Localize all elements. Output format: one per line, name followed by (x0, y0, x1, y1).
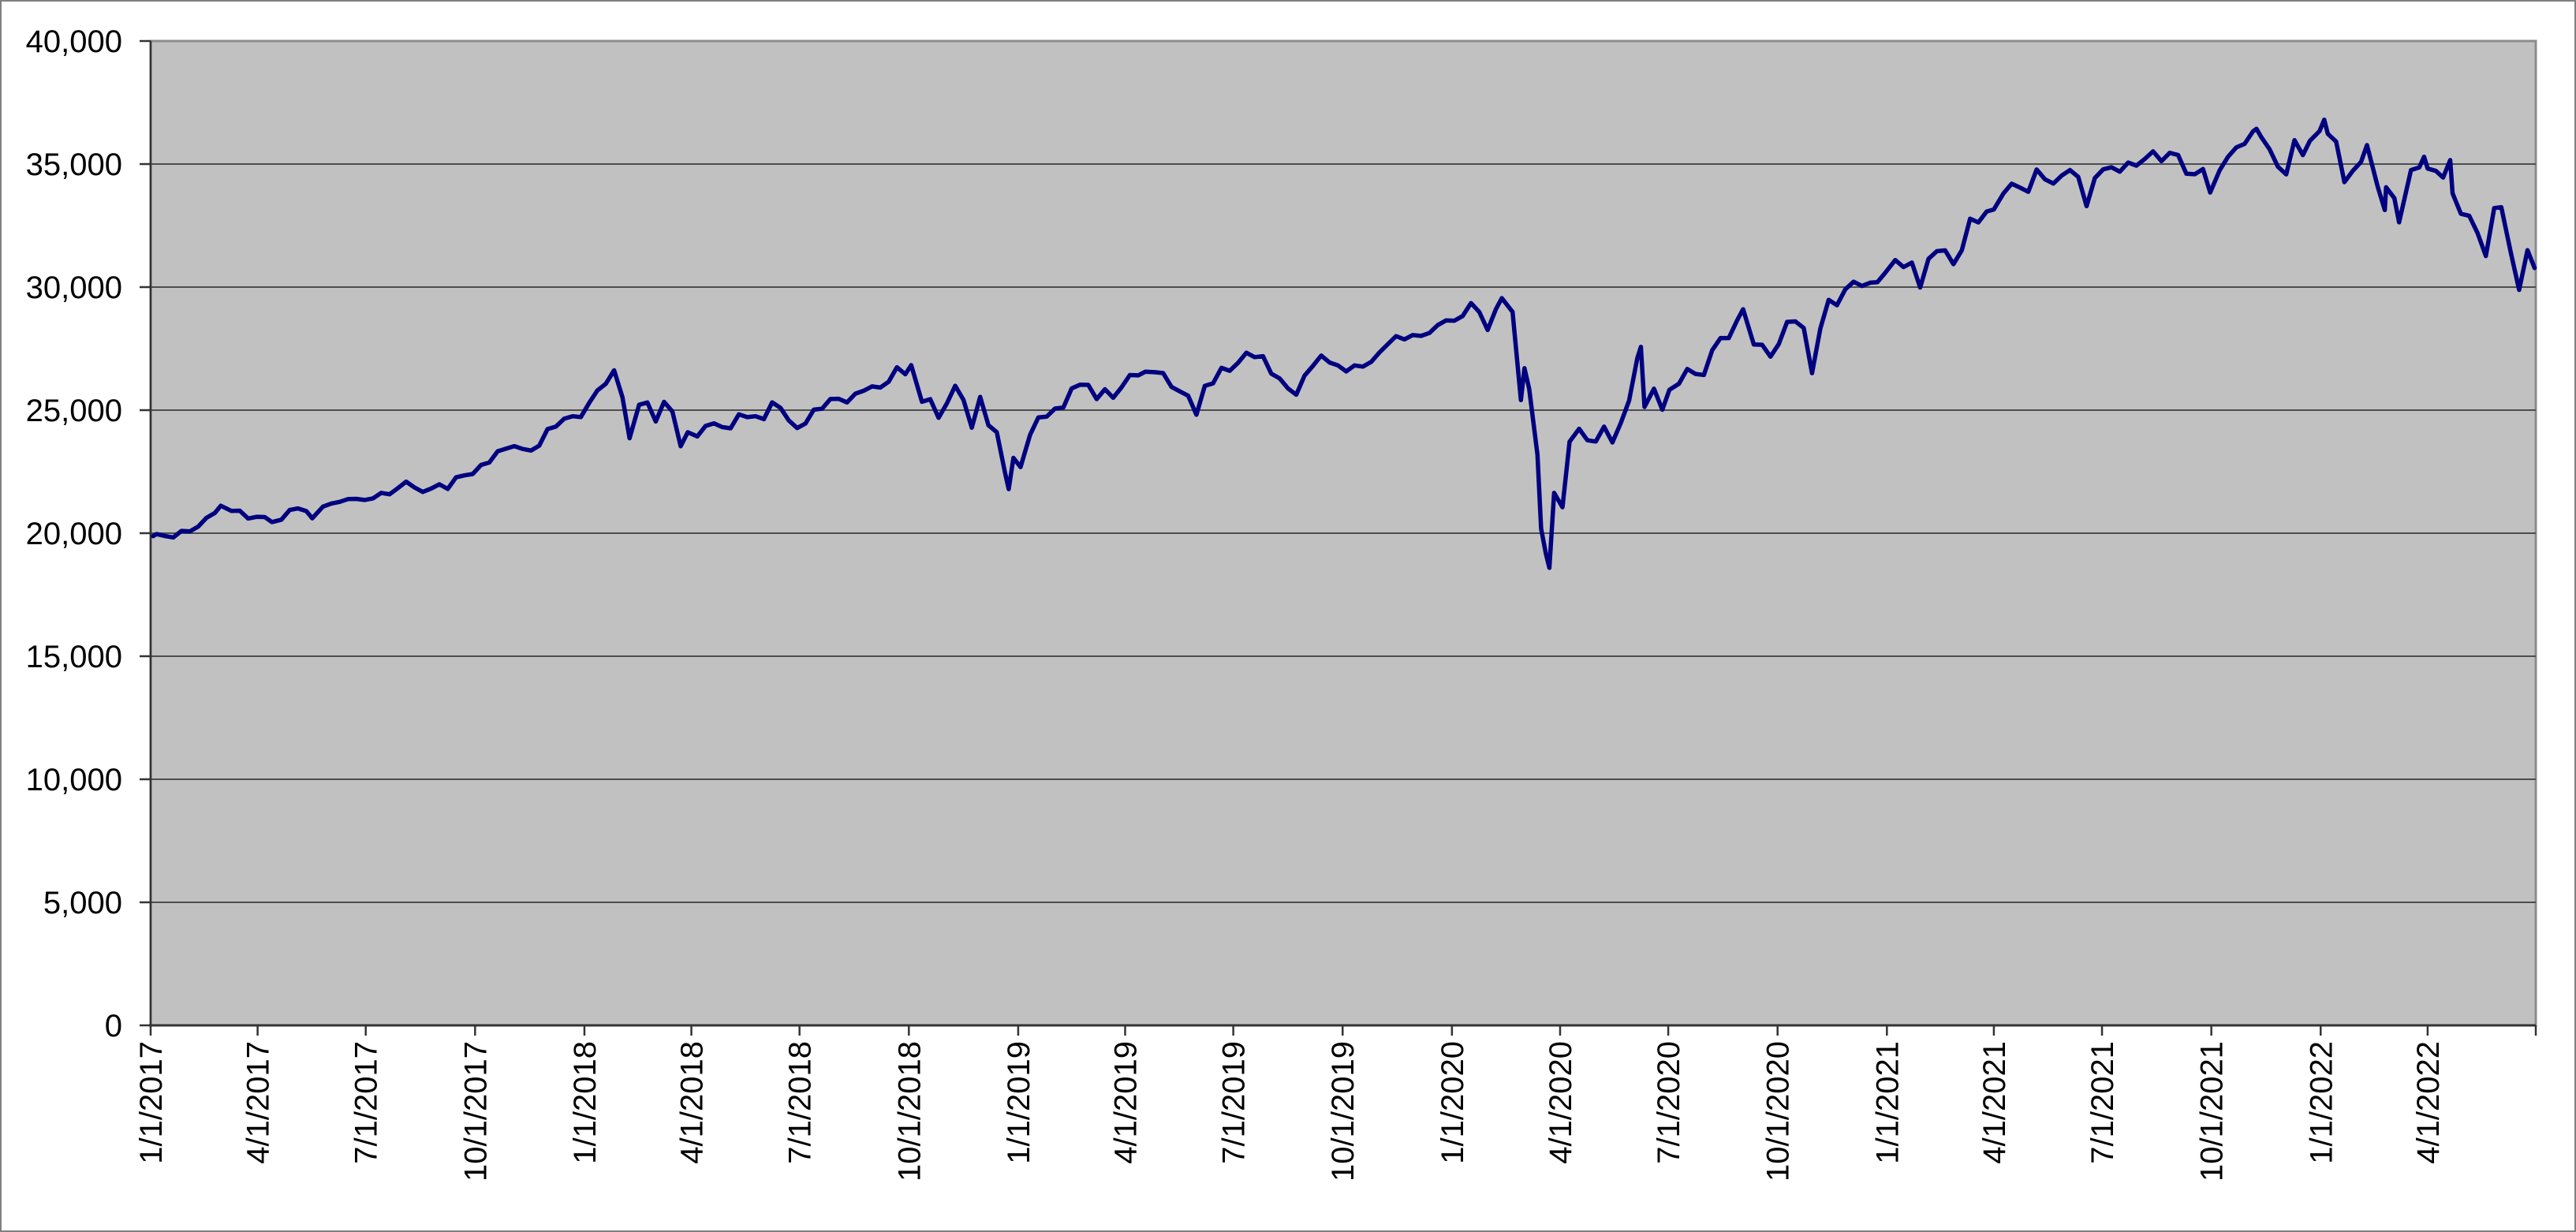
x-axis-label: 1/1/2022 (2304, 1041, 2339, 1164)
y-axis-label: 40,000 (26, 24, 122, 59)
x-axis-label: 7/1/2020 (1652, 1041, 1686, 1164)
x-axis-label: 4/1/2020 (1544, 1041, 1578, 1164)
x-axis-label: 4/1/2018 (675, 1041, 710, 1164)
x-axis-label: 4/1/2017 (241, 1041, 276, 1164)
y-axis-label: 5,000 (43, 886, 122, 920)
y-axis-label: 0 (105, 1009, 122, 1043)
x-axis-label: 1/1/2018 (568, 1041, 603, 1164)
x-axis-label: 7/1/2019 (1217, 1041, 1252, 1164)
djia-series-line (151, 118, 2537, 570)
x-axis-label: 4/1/2019 (1109, 1041, 1144, 1164)
x-axis-label: 7/1/2021 (2085, 1041, 2120, 1164)
x-axis-label: 10/1/2021 (2195, 1041, 2230, 1182)
y-axis-label: 20,000 (26, 517, 122, 551)
x-axis-label: 4/1/2021 (1977, 1041, 2012, 1164)
y-axis-label: 30,000 (26, 271, 122, 305)
x-axis-label: 4/1/2022 (2411, 1041, 2446, 1164)
y-axis-label: 10,000 (26, 763, 122, 797)
x-axis-label: 10/1/2018 (892, 1041, 927, 1182)
y-axis-label: 25,000 (26, 394, 122, 428)
x-axis-label: 7/1/2017 (349, 1041, 384, 1164)
x-axis-label: 10/1/2019 (1326, 1041, 1361, 1182)
x-axis-label: 1/1/2021 (1870, 1041, 1905, 1164)
y-axis-label: 15,000 (26, 640, 122, 674)
y-axis-label: 35,000 (26, 147, 122, 182)
x-axis-label: 7/1/2018 (783, 1041, 818, 1164)
x-axis-label: 10/1/2020 (1761, 1041, 1796, 1182)
x-axis-label: 1/1/2019 (1002, 1041, 1036, 1164)
x-axis-label: 10/1/2017 (458, 1041, 493, 1182)
x-axis-label: 1/1/2017 (134, 1041, 169, 1164)
x-axis-label: 1/1/2020 (1435, 1041, 1470, 1164)
